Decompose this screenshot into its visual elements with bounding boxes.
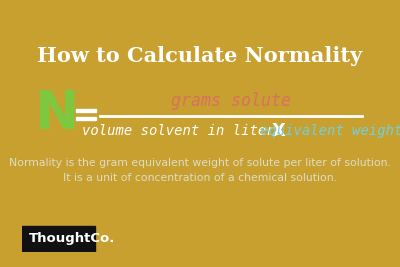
Bar	[76, 117, 96, 120]
Text: equivalent weight: equivalent weight	[260, 124, 400, 138]
Text: N: N	[34, 88, 78, 140]
Text: X: X	[271, 122, 285, 140]
Text: volume solvent in liters: volume solvent in liters	[82, 124, 283, 138]
Text: grams solute: grams solute	[171, 92, 291, 110]
Bar	[76, 109, 96, 112]
Text: It is a unit of concentration of a chemical solution.: It is a unit of concentration of a chemi…	[63, 172, 337, 183]
Bar	[22, 226, 95, 252]
Text: ThoughtCo.: ThoughtCo.	[29, 233, 116, 245]
Text: How to Calculate Normality: How to Calculate Normality	[38, 46, 362, 66]
Text: Normality is the gram equivalent weight of solute per liter of solution.: Normality is the gram equivalent weight …	[9, 158, 391, 168]
